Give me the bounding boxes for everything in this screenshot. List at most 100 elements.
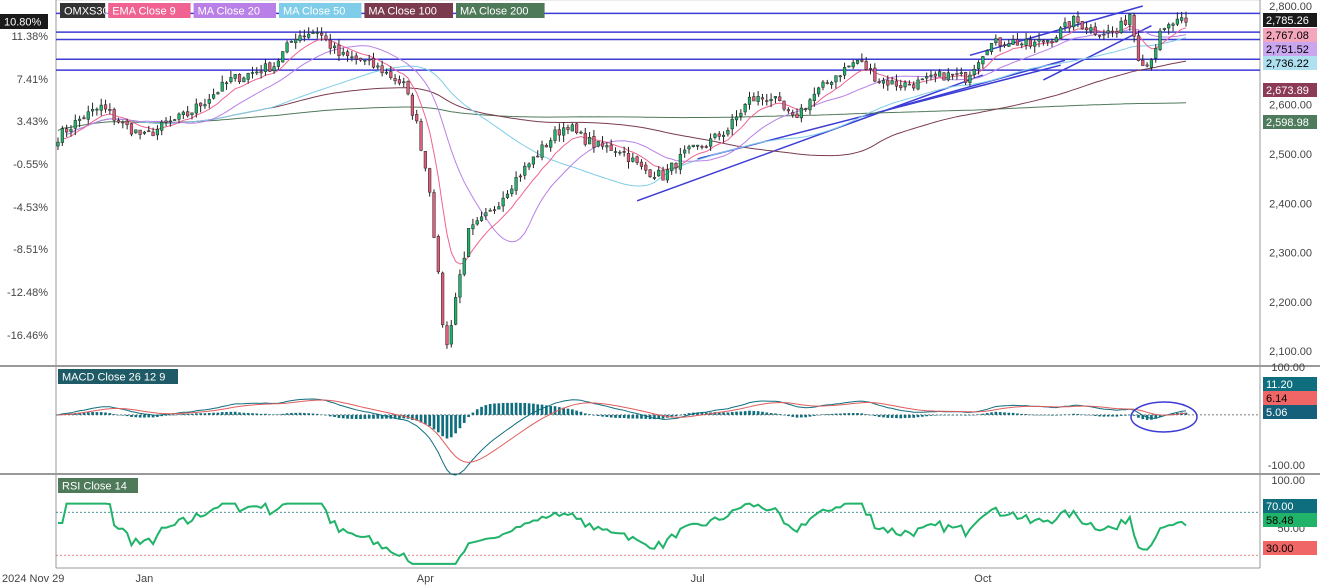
- macd-histogram-bar: [808, 414, 812, 417]
- macd-histogram-bar: [800, 414, 803, 418]
- candle-body: [518, 175, 523, 178]
- macd-histogram-bar: [337, 414, 341, 418]
- candle-body: [951, 73, 955, 76]
- macd-histogram-bar: [229, 411, 233, 415]
- legend-label: EMA Close 9: [112, 6, 176, 18]
- candle-body: [129, 123, 134, 135]
- candle-body: [69, 129, 73, 132]
- candle-body: [527, 163, 531, 168]
- macd-histogram-bar: [644, 414, 648, 419]
- percent-badge-bg: [0, 14, 48, 29]
- macd-histogram-bar: [78, 412, 81, 415]
- candle-body: [683, 149, 687, 154]
- candle-body: [142, 131, 147, 134]
- macd-histogram-bar: [622, 414, 626, 419]
- candle-body: [134, 129, 138, 134]
- macd-histogram-bar: [1029, 414, 1032, 416]
- candle-body: [436, 236, 440, 273]
- macd-histogram-bar: [471, 412, 475, 415]
- macd-histogram-bar: [462, 414, 466, 423]
- macd-histogram-bar: [156, 414, 159, 417]
- macd-histogram-bar: [847, 413, 851, 415]
- macd-histogram-bar: [143, 414, 146, 418]
- macd-histogram-bar: [285, 413, 289, 415]
- candle-body: [475, 220, 479, 225]
- macd-histogram-bar: [912, 414, 916, 418]
- candle-body: [877, 81, 881, 83]
- candle-body: [449, 325, 453, 345]
- candle-body: [259, 71, 263, 74]
- candle-body: [739, 112, 743, 117]
- candle-body: [1119, 20, 1123, 33]
- macd-histogram-bar: [186, 413, 189, 415]
- candles: [56, 11, 1188, 349]
- candle-body: [56, 141, 60, 147]
- candle-body: [575, 123, 579, 133]
- macd-histogram-bar: [458, 414, 462, 429]
- candle-body: [583, 132, 587, 145]
- macd-histogram-bar: [380, 414, 384, 419]
- macd-histogram-bar: [432, 414, 436, 430]
- macd-title: MACD Close 26 12 9: [62, 372, 165, 384]
- candle-body: [821, 81, 825, 88]
- macd-tick-label: 100.00: [1271, 362, 1305, 374]
- macd-histogram-bar: [1119, 414, 1123, 416]
- macd-histogram-bar: [411, 414, 414, 420]
- candle-body: [397, 79, 402, 84]
- candle-body: [981, 56, 985, 65]
- candle-body: [1097, 35, 1102, 37]
- macd-histogram-bar: [661, 414, 665, 419]
- macd-histogram-bar: [519, 402, 522, 415]
- macd-histogram-bar: [367, 414, 371, 419]
- rsi-tick-label: 100.00: [1271, 475, 1305, 487]
- candle-body: [700, 146, 704, 148]
- macd-histogram-bar: [938, 414, 941, 416]
- candle-body: [138, 129, 142, 135]
- macd-histogram-bar: [393, 414, 397, 419]
- legend-chip: [108, 3, 191, 18]
- candle-body: [579, 131, 583, 134]
- macd-histogram-bar: [121, 414, 125, 416]
- candle-body: [782, 100, 786, 110]
- rsi-value-label-bg: [1263, 499, 1317, 513]
- macd-histogram-bar: [722, 412, 725, 415]
- x-tick-label: Jan: [136, 573, 154, 585]
- rsi-title-bg: [58, 478, 138, 493]
- price-label: 2,767.08: [1266, 30, 1309, 42]
- candle-body: [281, 51, 285, 63]
- candle-body: [160, 121, 164, 131]
- percent-tick-label: 11.38%: [12, 31, 49, 43]
- macd-histogram-bar: [272, 414, 276, 415]
- macd-histogram-bar: [1016, 413, 1019, 415]
- macd-histogram-bar: [1124, 414, 1127, 416]
- candle-body: [588, 137, 592, 145]
- macd-histogram-bar: [583, 413, 587, 415]
- candle-body: [1011, 39, 1015, 45]
- rsi-title: RSI Close 14: [62, 481, 127, 493]
- price-label: 2,736.22: [1266, 58, 1309, 70]
- macd-histogram-bar: [112, 414, 116, 415]
- candle-body: [1115, 31, 1119, 34]
- macd-histogram-bar: [1115, 414, 1119, 417]
- macd-histogram-bar: [735, 411, 738, 415]
- rsi-value-label: 70.00: [1266, 501, 1294, 513]
- price-label: 2,598.98: [1266, 117, 1309, 129]
- macd-histogram-bar: [125, 414, 129, 417]
- macd-histogram-bar: [501, 402, 505, 415]
- macd-histogram-bar: [1080, 414, 1084, 416]
- macd-histogram-bar: [895, 414, 898, 419]
- candle-body: [220, 81, 224, 92]
- macd-histogram-bar: [385, 414, 388, 419]
- macd-histogram-bar: [294, 412, 298, 415]
- macd-histogram-bar: [212, 412, 215, 415]
- candle-body: [644, 164, 648, 171]
- macd-histogram-bar: [216, 412, 220, 415]
- candle-body: [540, 144, 544, 158]
- candle-body: [428, 168, 432, 193]
- macd-histogram-bar: [882, 414, 885, 418]
- candle-body: [812, 93, 816, 101]
- candle-body: [942, 72, 946, 81]
- trend-channels: [636, 5, 1152, 202]
- macd-histogram-bar: [454, 414, 457, 434]
- candle-body: [108, 108, 112, 111]
